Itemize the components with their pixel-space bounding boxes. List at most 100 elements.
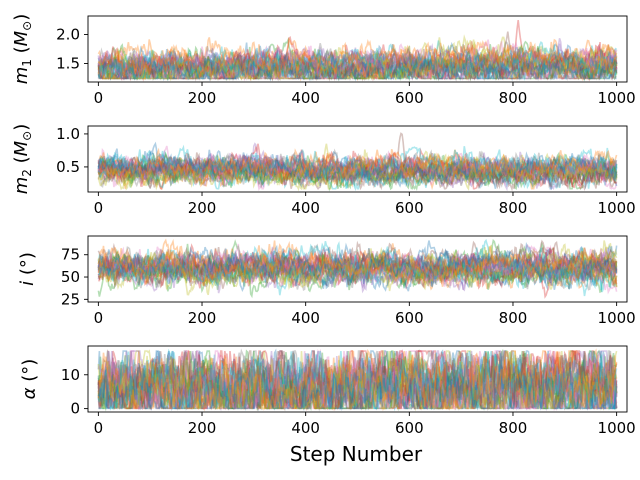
chain-i-0 [98,248,618,291]
chain-m2-2 [97,154,618,188]
chain-m2-17 [97,154,618,190]
chain-m2-20 [97,149,618,190]
chain-m2-0 [98,141,618,188]
x-tick-label-m2-800: 800 [499,199,528,217]
chain-alpha-22 [97,350,617,412]
chain-i-16 [97,244,618,295]
chain-i-28 [97,248,618,292]
chain-alpha-10 [97,350,618,412]
chain-m1-13 [97,35,618,81]
chain-m2-21 [97,147,618,187]
chain-alpha-16 [97,349,618,411]
x-tick-label-m2-400: 400 [291,199,320,217]
chain-m1-11 [97,50,618,82]
chains-alpha [97,348,618,412]
chain-m1-18 [97,40,618,82]
panel-i: 0 200 400 600 800 1000 25 50 75 i (°) [17,235,636,327]
x-tick-label-m1-0: 0 [94,89,104,107]
chain-m1-16 [97,43,618,80]
chain-i-27 [97,251,618,289]
chain-m1-23 [97,43,618,81]
chain-alpha-14 [97,350,617,411]
chain-alpha-27 [97,350,618,411]
y-axis-label-m2: m2 (M⊙) [11,124,34,195]
chain-alpha-15 [97,353,618,411]
chain-m2-7 [97,149,618,189]
chain-m2-13 [97,152,618,191]
chain-m2-11 [97,148,618,190]
chain-m1-19 [97,47,618,82]
chains-i [97,238,618,299]
x-tick-label-m2-200: 200 [188,199,217,217]
axes-frame-m1 [87,15,628,83]
x-tick-label-m1-400: 400 [291,89,320,107]
chain-m1-6 [97,46,618,82]
chain-alpha-7 [97,350,618,412]
chain-m2-28 [97,149,618,191]
chain-m2-10 [97,155,618,189]
chain-m1-10 [97,41,618,82]
y-tick-label-m1-2: 2.0 [56,26,80,44]
x-tick-label-alpha-800: 800 [499,419,528,437]
chain-m2-15 [97,153,618,191]
chain-m1-2 [97,47,618,82]
chain-alpha-25 [97,350,618,412]
chain-i-25 [97,246,618,289]
chain-alpha-26 [97,348,618,412]
y-tick-label-alpha-10: 10 [61,366,80,384]
x-tick-label-i-0: 0 [94,309,104,327]
chain-alpha-6 [98,348,618,411]
y-axis-label-m1: m1 (M⊙) [11,14,34,85]
x-tick-label-m2-600: 600 [395,199,424,217]
panel-alpha: 0 200 400 600 800 1000 0 10 α (°) [19,345,636,437]
chain-m2-24 [97,149,618,188]
chain-i-29 [97,251,618,296]
chain-i-7 [97,257,618,291]
chain-m2-3 [97,147,618,188]
chain-alpha-4 [97,350,618,411]
chain-m2-14 [97,142,617,192]
x-tick-label-alpha-0: 0 [94,419,104,437]
chain-i-5 [97,239,618,281]
chain-m1-27 [97,45,617,81]
chain-i-23 [97,243,618,289]
panel-m1: 0 200 400 600 800 1000 1.5 2.0 m1 (M⊙) [11,14,636,107]
x-tick-label-i-1000: 1000 [598,309,636,327]
chain-alpha-20 [97,350,618,411]
chain-i-14 [97,250,618,294]
chain-m2-12 [98,151,618,191]
chain-m2-16 [97,145,618,190]
chain-i-24 [97,246,618,294]
chain-alpha-3 [97,350,618,412]
x-tick-label-alpha-600: 600 [395,419,424,437]
chain-m2-6 [97,147,618,192]
chain-m1-22 [97,48,618,82]
chain-alpha-24 [97,350,618,412]
chain-i-10 [97,240,618,293]
chain-i-4 [97,245,618,292]
chain-m1-28 [97,45,618,82]
chain-alpha-31 [97,348,618,412]
y-tick-label-m2-1: 1.0 [56,125,80,143]
chain-i-19 [97,238,618,289]
chain-alpha-29 [97,351,618,412]
chain-alpha-18 [97,349,618,412]
chain-i-12 [97,239,618,294]
chain-m1-21 [97,37,618,80]
chain-alpha-19 [97,348,618,410]
chain-m1-14 [97,38,618,81]
x-tick-label-i-800: 800 [499,309,528,327]
chain-m2-30 [97,149,618,184]
chain-alpha-11 [97,348,617,411]
chain-alpha-5 [97,349,618,411]
chain-m2-18 [97,152,618,192]
chain-m2-26 [97,152,618,188]
chain-m1-15 [98,48,618,82]
chain-alpha-0 [97,348,617,412]
chain-m2-1 [98,148,618,191]
chain-i-1 [97,238,618,291]
chain-m2-27 [97,148,618,188]
chain-m2-9 [97,150,618,190]
chain-m2-5 [97,132,618,186]
